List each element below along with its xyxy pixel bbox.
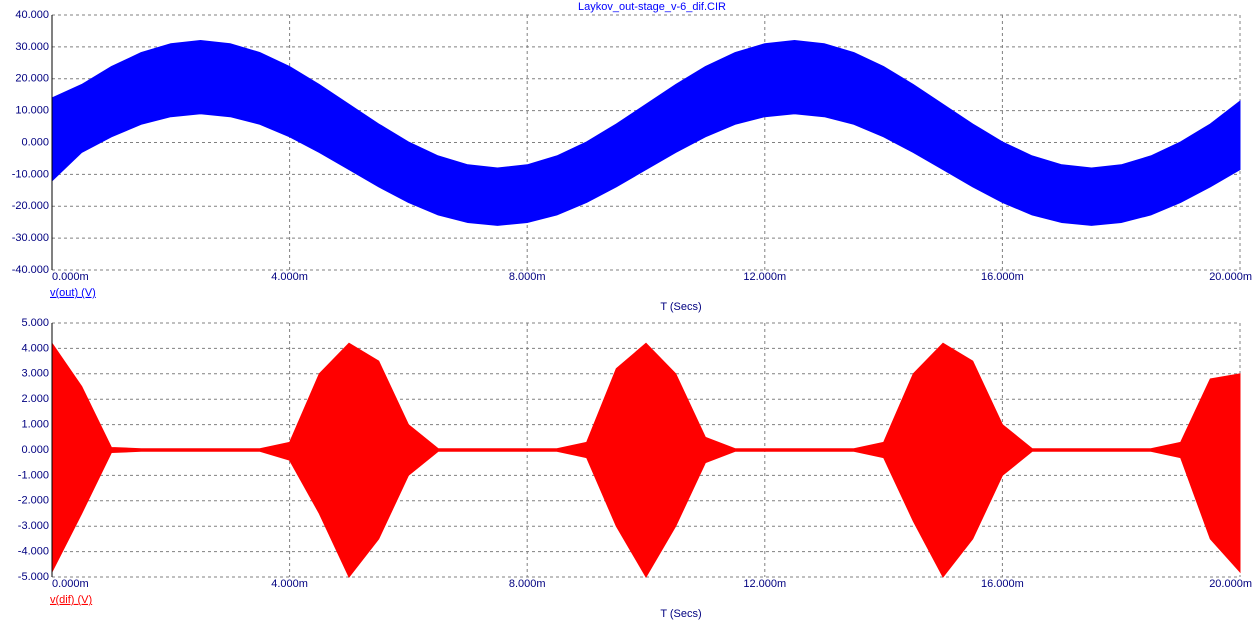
x-axis-label: T (Secs): [660, 608, 701, 620]
y-tick-label: -2.000: [18, 495, 49, 507]
x-tick-label: 0.000m: [52, 271, 89, 283]
y-tick-label: 4.000: [21, 342, 49, 354]
x-tick-label: 16.000m: [981, 578, 1024, 590]
y-tick-label: 40.000: [15, 9, 49, 21]
y-tick-label: -5.000: [18, 571, 49, 583]
y-tick-label: 30.000: [15, 41, 49, 53]
y-tick-label: -20.000: [12, 200, 49, 212]
y-tick-label: 1.000: [21, 419, 49, 431]
signal-band: [51, 39, 1241, 226]
x-tick-label: 8.000m: [509, 271, 546, 283]
x-tick-label: 12.000m: [743, 271, 786, 283]
x-tick-label: 16.000m: [981, 271, 1024, 283]
x-axis-label: T (Secs): [660, 301, 701, 313]
legend-label: v(out) (V): [50, 287, 96, 299]
x-tick-label: 20.000m: [1209, 578, 1252, 590]
y-tick-label: -40.000: [12, 264, 49, 276]
x-tick-label: 0.000m: [52, 578, 89, 590]
y-tick-label: -10.000: [12, 168, 49, 180]
legend-label: v(dif) (V): [50, 594, 92, 606]
x-tick-label: 20.000m: [1209, 271, 1252, 283]
chart-title: Laykov_out-stage_v-6_dif.CIR: [578, 1, 726, 13]
signal-band: [51, 341, 1241, 578]
x-tick-label: 4.000m: [271, 271, 308, 283]
x-tick-label: 4.000m: [271, 578, 308, 590]
y-tick-label: 0.000: [21, 444, 49, 456]
y-tick-label: -30.000: [12, 232, 49, 244]
y-tick-label: 10.000: [15, 105, 49, 117]
y-tick-label: 0.000: [21, 136, 49, 148]
x-tick-label: 12.000m: [743, 578, 786, 590]
y-tick-label: -1.000: [18, 469, 49, 481]
y-tick-label: -3.000: [18, 520, 49, 532]
y-tick-label: 5.000: [21, 317, 49, 329]
y-tick-label: 20.000: [15, 73, 49, 85]
y-tick-label: 2.000: [21, 393, 49, 405]
x-tick-label: 8.000m: [509, 578, 546, 590]
y-tick-label: -4.000: [18, 546, 49, 558]
y-tick-label: 3.000: [21, 368, 49, 380]
